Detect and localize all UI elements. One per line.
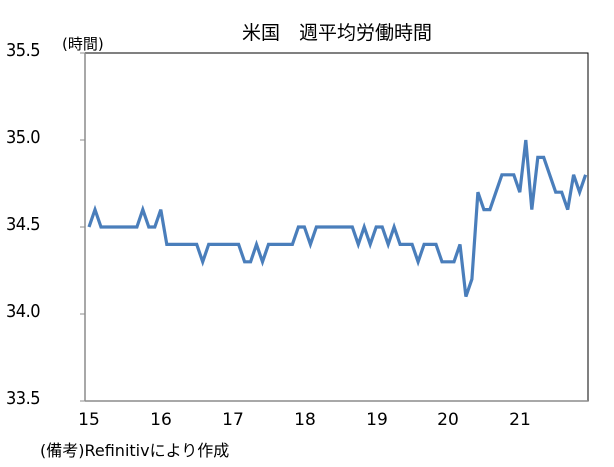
- x-tick-18: 18: [294, 410, 316, 430]
- y-tick-33-5: 33.5: [6, 388, 41, 409]
- y-tick-34-0: 34.0: [6, 301, 41, 322]
- y-tick-35-5: 35.5: [6, 40, 41, 61]
- source-note: (備考)Refinitivにより作成: [40, 441, 230, 460]
- y-axis-unit-label: (時間): [62, 35, 104, 53]
- x-tick-16: 16: [150, 410, 172, 430]
- series-line-weekly-hours: [87, 139, 588, 298]
- x-tick-19: 19: [366, 410, 388, 430]
- x-tick-20: 20: [437, 410, 459, 430]
- y-tick-35-0: 35.0: [6, 127, 41, 148]
- x-tick-21: 21: [509, 410, 531, 430]
- y-axis-ticks: [80, 52, 85, 402]
- chart-title: 米国 週平均労働時間: [241, 22, 432, 44]
- x-tick-17: 17: [222, 410, 244, 430]
- y-tick-34-5: 34.5: [6, 214, 41, 235]
- x-tick-15: 15: [78, 410, 100, 430]
